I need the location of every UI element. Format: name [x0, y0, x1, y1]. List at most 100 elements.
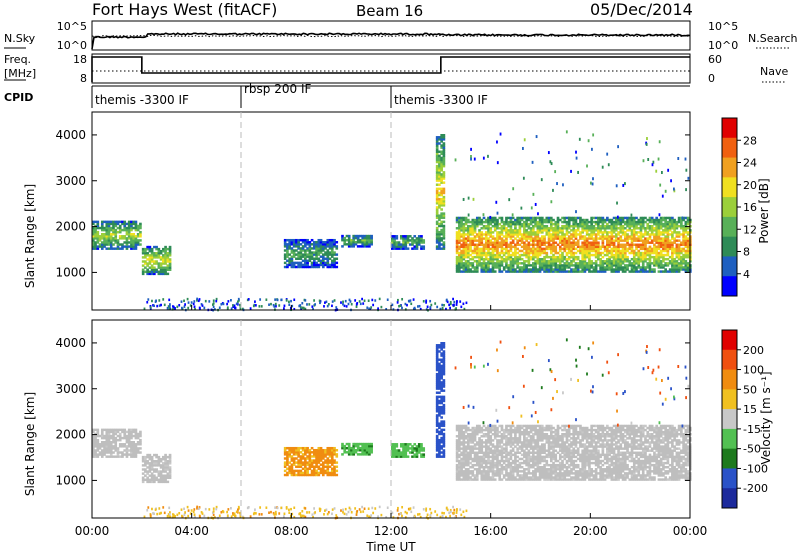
power-cell — [612, 216, 616, 220]
velocity-cell — [100, 441, 104, 444]
power-cell — [540, 231, 544, 234]
colorbar-tick-label: 8 — [743, 246, 750, 259]
velocity-cell — [96, 453, 100, 456]
power-cell — [635, 231, 638, 234]
power-cell — [315, 247, 318, 250]
power-cell — [547, 233, 551, 236]
velocity-cell — [458, 437, 461, 440]
velocity-cell — [480, 455, 484, 459]
power-cell — [608, 262, 611, 265]
power-cell — [469, 241, 472, 244]
velocity-cell — [487, 459, 490, 463]
power-cell — [356, 236, 360, 240]
power-cell — [561, 235, 564, 238]
power-cell — [197, 299, 200, 303]
power-cell — [150, 266, 154, 269]
power-cell — [139, 243, 142, 246]
power-cell — [493, 237, 497, 240]
power-cell — [505, 249, 508, 253]
velocity-cell — [440, 445, 443, 448]
power-cell — [418, 304, 421, 308]
power-cell — [464, 247, 468, 251]
power-cell — [540, 264, 544, 267]
power-cell — [520, 245, 524, 249]
power-cell — [498, 255, 502, 259]
velocity-cell — [491, 472, 495, 475]
power-cell — [402, 235, 405, 238]
power-cell — [92, 237, 95, 240]
power-cell — [442, 136, 446, 139]
power-cell — [639, 253, 643, 257]
velocity-cell — [125, 455, 129, 458]
power-cell — [166, 306, 169, 310]
velocity-cell — [469, 437, 472, 440]
power-cell — [125, 226, 129, 230]
velocity-cell — [341, 453, 344, 456]
power-cell — [458, 239, 461, 242]
velocity-cell — [283, 453, 287, 456]
power-cell — [109, 235, 113, 238]
power-cell — [249, 307, 252, 310]
power-cell — [516, 241, 519, 244]
power-cell — [496, 220, 499, 224]
power-cell — [628, 227, 632, 230]
velocity-cell — [471, 449, 475, 452]
power-cell — [563, 247, 567, 251]
power-cell — [100, 222, 104, 226]
power-cell — [166, 258, 170, 261]
power-cell — [623, 264, 627, 267]
power-cell — [442, 204, 446, 207]
velocity-cell — [166, 474, 170, 477]
velocity-cell — [469, 453, 472, 457]
power-cell — [558, 237, 562, 240]
power-cell — [650, 227, 654, 230]
power-cell — [509, 224, 513, 228]
power-cell — [514, 255, 517, 259]
velocity-cell — [333, 446, 336, 450]
power-cell — [509, 268, 513, 271]
power-cell — [487, 266, 490, 269]
power-cell — [114, 235, 118, 238]
power-cell — [319, 261, 323, 265]
power-cell — [308, 241, 312, 244]
velocity-cell — [438, 449, 441, 452]
velocity-cell — [460, 424, 463, 428]
power-cell — [123, 237, 127, 240]
power-cell — [626, 218, 629, 222]
power-cell — [648, 268, 652, 271]
velocity-cell — [345, 451, 349, 454]
power-cell — [617, 262, 620, 265]
power-cell — [496, 161, 499, 165]
power-cell — [480, 231, 484, 234]
power-cell — [583, 241, 587, 244]
power-cell — [308, 257, 312, 260]
power-cell — [149, 306, 152, 309]
power-cell — [680, 224, 683, 228]
velocity-cell — [368, 453, 371, 456]
power-cell — [623, 253, 627, 257]
power-cell — [134, 243, 138, 246]
power-cell — [440, 212, 443, 215]
power-cell — [374, 299, 377, 302]
power-cell — [659, 249, 663, 253]
velocity-cell — [435, 358, 439, 361]
power-cell — [650, 218, 654, 222]
power-cell — [543, 266, 546, 269]
power-cell — [319, 263, 323, 267]
power-cell — [283, 253, 287, 256]
power-cell — [112, 222, 115, 226]
power-cell — [532, 245, 535, 249]
power-cell — [304, 249, 307, 252]
velocity-cell — [359, 442, 362, 446]
velocity-cell — [496, 439, 499, 442]
velocity-cell — [473, 439, 477, 442]
power-cell — [166, 247, 170, 251]
power-cell — [507, 249, 511, 253]
power-cell — [435, 226, 439, 230]
power-cell — [96, 239, 100, 242]
power-cell — [529, 227, 533, 230]
velocity-cell — [335, 469, 339, 473]
power-cell — [666, 251, 670, 255]
power-cell — [286, 249, 289, 252]
velocity-cell — [286, 461, 289, 464]
